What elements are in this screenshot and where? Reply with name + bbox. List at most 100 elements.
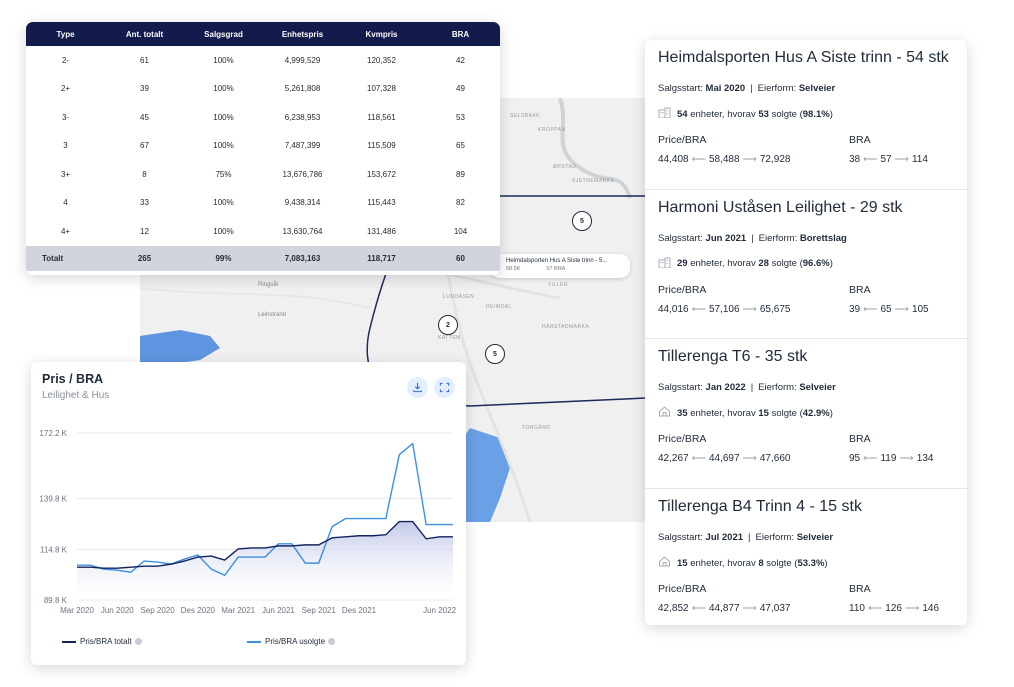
project-meta: Salgsstart: Jun 2021 | Eierform: Borettsla… (658, 233, 847, 244)
table-cell: 153,672 (367, 169, 396, 179)
map-popup-title: Heimdalsporten Hus A Siste trinn - 5... (506, 258, 608, 264)
fullscreen-button[interactable] (434, 377, 455, 398)
sold-text: solgte (766, 557, 792, 569)
project-list: Heimdalsporten Hus A Siste trinn - 54 st… (645, 40, 967, 625)
project-card[interactable]: Tillerenga T6 - 35 stk Salgsstart: Jan 20… (645, 339, 967, 490)
project-card[interactable]: Harmoni Uståsen Leilighet - 29 stk Salgss… (645, 190, 967, 340)
arrow-right-icon: ⟶ (742, 303, 757, 315)
table-cell: 45 (140, 112, 149, 122)
table-cell: 4,999,529 (284, 55, 321, 65)
map-label: KROPPAN (538, 127, 566, 133)
expand-icon (439, 382, 450, 393)
table-cell: 7,487,399 (284, 141, 321, 151)
table-cell: 118,717 (342, 245, 421, 271)
sold-percent: 53.3% (797, 557, 825, 569)
map-cluster-marker[interactable]: 5 (485, 344, 505, 364)
info-icon[interactable] (328, 638, 336, 645)
table-cell: 75% (215, 169, 232, 179)
column-header[interactable]: Enhetspris (263, 22, 342, 46)
salgsstart-label: Salgsstart: (658, 232, 703, 244)
bra-label: BRA (849, 283, 871, 296)
y-tick-label: 114.8 K (40, 545, 68, 554)
map-cluster-marker[interactable]: 2 (438, 315, 458, 335)
table-row: 2+ 39 100% 5,261,808 107,328 49 (26, 75, 500, 104)
sold-count: 15 (758, 407, 769, 419)
column-header[interactable]: Ant. totalt (105, 22, 184, 46)
project-card[interactable]: Heimdalsporten Hus A Siste trinn - 54 st… (645, 40, 967, 190)
table-cell: 99% (184, 245, 263, 271)
bra-avg: 119 (880, 453, 897, 465)
salgsstart-value: Jun 2021 (705, 232, 747, 244)
price-avg: 44,877 (708, 603, 740, 615)
table-header-row: Type Ant. totalt Salgsgrad Enhetspris Kv… (26, 22, 500, 46)
table-cell: 3 (63, 141, 68, 151)
eierform-value: Borettslag (799, 232, 847, 244)
sold-count: 8 (758, 557, 764, 569)
building-icon (658, 107, 671, 121)
bra-min: 39 (849, 303, 861, 315)
table-cell: 60 (421, 245, 500, 271)
price-min: 42,267 (658, 453, 689, 465)
table-row: 3 67 100% 7,487,399 115,509 65 (26, 132, 500, 161)
legend-item-total[interactable]: Pris/BRA totalt (62, 637, 142, 646)
project-card[interactable]: Tillerenga B4 Trinn 4 - 15 stk Salgsstart… (645, 489, 967, 625)
table-cell: 265 (105, 245, 184, 271)
bra-avg: 65 (880, 303, 892, 315)
legend-label: Pris/BRA totalt (80, 637, 132, 646)
project-title[interactable]: Tillerenga B4 Trinn 4 - 15 stk (658, 498, 862, 516)
table-cell: 115,443 (367, 198, 396, 208)
meta-divider: | (748, 532, 751, 544)
bra-min: 38 (849, 154, 861, 165)
legend-item-unsold[interactable]: Pris/BRA usolgte (247, 637, 336, 646)
info-icon[interactable] (134, 638, 142, 645)
map-popup[interactable]: Heimdalsporten Hus A Siste trinn - 5... … (490, 254, 630, 278)
house-icon (658, 406, 671, 420)
chart-subtitle: Leilighet & Hus (42, 390, 110, 401)
x-tick-label: Sep 2021 (302, 606, 337, 615)
project-title[interactable]: Harmoni Uståsen Leilighet - 29 stk (658, 198, 903, 216)
series-line-unsold (77, 442, 453, 577)
arrow-left-icon: ⟵ (863, 303, 878, 315)
project-title[interactable]: Heimdalsporten Hus A Siste trinn - 54 st… (658, 49, 949, 66)
price-label: Price/BRA (658, 134, 707, 146)
house-icon (658, 556, 671, 570)
series-line-total (77, 520, 453, 569)
map-label: HEIMDAL (486, 304, 512, 310)
salgsstart-label: Salgsstart: (658, 83, 703, 94)
table-cell: 49 (456, 84, 465, 94)
column-header[interactable]: BRA (421, 22, 500, 46)
price-range: 42,267 ⟵ 44,697 ⟶ 47,660 (658, 453, 790, 464)
column-header[interactable]: Salgsgrad (184, 22, 263, 46)
legend-swatch (247, 640, 261, 643)
bra-label: BRA (849, 433, 871, 446)
table-row: 4+ 12 100% 13,630,764 131,486 104 (26, 217, 500, 246)
map-popup-price: 58.5K (506, 266, 521, 272)
project-title[interactable]: Tillerenga T6 - 35 stk (658, 348, 808, 366)
column-header[interactable]: Kvmpris (342, 22, 421, 46)
table-cell: 100% (213, 84, 234, 94)
eierform-label: Eierform: (758, 382, 797, 394)
download-button[interactable] (407, 377, 428, 398)
map-label: HÅRSTADMARKA (542, 324, 590, 330)
x-tick-label: Jun 2021 (262, 606, 295, 615)
eierform-value: Selveier (796, 532, 834, 544)
price-avg: 57,106 (708, 303, 740, 315)
map-place-label: Ringvål (258, 282, 279, 288)
units-count: 29 (677, 258, 688, 270)
price-avg: 58,488 (708, 154, 740, 165)
table-cell: 7,083,163 (263, 245, 342, 271)
series-area-total (77, 521, 453, 600)
bra-range: 39 ⟵ 65 ⟶ 105 (849, 304, 929, 315)
bra-avg: 126 (885, 603, 902, 615)
column-header[interactable]: Type (26, 22, 105, 46)
table-cell: 3- (61, 112, 70, 122)
map-place-label: Leinstrand (258, 312, 287, 318)
map-cluster-marker[interactable]: 5 (572, 211, 592, 231)
table-cell: 65 (456, 141, 465, 151)
price-per-bra-chart-card: Pris / BRA Leilighet & Hus 172.2 K 139.8 … (31, 362, 466, 665)
salgsstart-label: Salgsstart: (658, 532, 703, 544)
salgsstart-value: Jan 2022 (705, 382, 746, 394)
price-range: 44,016 ⟵ 57,106 ⟶ 65,675 (658, 304, 790, 315)
table-cell: 9,438,314 (284, 198, 321, 208)
